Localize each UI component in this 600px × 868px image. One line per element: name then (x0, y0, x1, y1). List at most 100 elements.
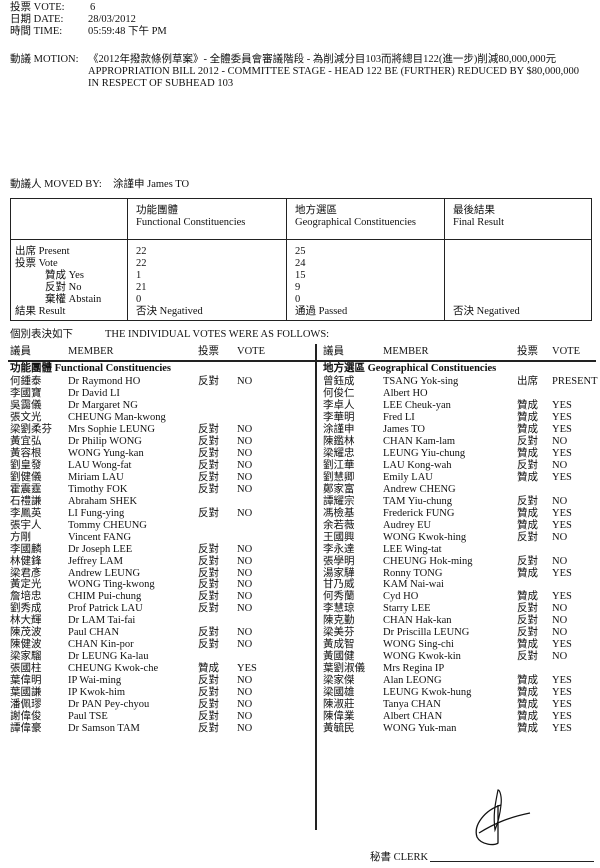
vote-en: NO (552, 627, 568, 639)
vote-en: YES (552, 423, 572, 435)
vote-zh: 贊成 (198, 663, 219, 675)
member-name-zh: 黃容根 (10, 447, 42, 459)
member-row: 李卓人 LEE Cheuk-yan 贊成 YES (300, 400, 600, 412)
geographical-header: 地方選區 Geographical Constituencies (286, 198, 445, 240)
motion-line-zh: 《2012年撥款條例草案》- 全體委員會審議階段 - 為削減分目103而將總目1… (88, 54, 557, 65)
member-row: 詹培忠 CHIM Pui-chung 反對 NO (0, 591, 300, 603)
vote-zh: 贊成 (517, 687, 538, 699)
member-name-zh: 陳偉業 (323, 711, 355, 723)
member-name-en: LI Fung-ying (68, 507, 125, 519)
member-row: 鄭家富 Andrew CHENG (300, 484, 600, 496)
vote-zh: 反對 (517, 651, 538, 663)
member-row: 馮檢基 Frederick FUNG 贊成 YES (300, 508, 600, 520)
member-row: 陳健波 CHAN Kin-por 反對 NO (0, 639, 300, 651)
member-name-zh: 詹培忠 (10, 591, 42, 603)
member-name-en: Ronny TONG (383, 567, 443, 579)
vote-zh: 反對 (198, 423, 219, 435)
member-name-en: IP Kwok-him (68, 687, 126, 699)
vote-en: NO (552, 615, 568, 627)
member-row: 李慧琼 Starry LEE 反對 NO (300, 603, 600, 615)
member-name-zh: 黃成智 (323, 639, 355, 651)
vote-zh: 贊成 (517, 711, 538, 723)
member-row: 黃毓民 WONG Yuk-man 贊成 YES (300, 723, 600, 735)
vote-en: NO (237, 579, 253, 591)
vote-en: NO (237, 639, 253, 651)
member-row: 黃定光 WONG Ting-kwong 反對 NO (0, 579, 300, 591)
member-row: 余若薇 Audrey EU 贊成 YES (300, 520, 600, 532)
member-name-zh: 湯家驊 (323, 567, 355, 579)
member-row: 劉皇發 LAU Wong-fat 反對 NO (0, 460, 300, 472)
vote-zh: 贊成 (517, 723, 538, 735)
member-name-en: Andrew CHENG (383, 483, 456, 495)
member-name-zh: 石禮謙 (10, 495, 42, 507)
member-name-zh: 霍震霆 (10, 483, 42, 495)
member-name-en: Mrs Regina IP (383, 663, 445, 675)
member-name-zh: 黃定光 (10, 579, 42, 591)
member-row: 李永達 LEE Wing-tat (300, 544, 600, 556)
member-name-en: CHEUNG Hok-ming (383, 555, 473, 567)
vote-zh-header: 投票 (198, 346, 219, 357)
vote-en: YES (552, 411, 572, 423)
member-name-en: WONG Yung-kan (68, 447, 144, 459)
geographical-section-title: 地方選區 Geographical Constituencies (323, 363, 497, 374)
vote-zh: 出席 (517, 376, 538, 387)
vote-en: NO (237, 603, 253, 615)
functional-section-title: 功能團體 Functional Constituencies (10, 363, 172, 374)
member-row: 劉健儀 Miriam LAU 反對 NO (0, 472, 300, 484)
member-name-zh: 張國柱 (10, 663, 42, 675)
member-name-zh: 譚偉豪 (10, 723, 42, 735)
member-name-en: Vincent FANG (68, 531, 132, 543)
vote-number-value: 6 (90, 2, 96, 13)
vote-en: YES (552, 711, 572, 723)
member-name-en: Tanya CHAN (383, 699, 441, 711)
member-name-en: WONG Kwok-hing (383, 531, 467, 543)
left-col-headers: 議員 MEMBER 投票 VOTE (0, 346, 300, 358)
member-name-zh: 何俊仁 (323, 387, 355, 399)
member-row: 李國麟 Dr Joseph LEE 反對 NO (0, 544, 300, 556)
member-row: 甘乃威 KAM Nai-wai (300, 579, 600, 591)
vote-en: NO (237, 591, 253, 603)
vote-en: YES (552, 675, 572, 687)
member-name-en: Paul CHAN (68, 627, 120, 639)
member-row: 梁劉柔芬 Mrs Sophie LEUNG 反對 NO (0, 424, 300, 436)
moved-by-label: 動議人 MOVED BY: (10, 179, 102, 190)
member-name-zh: 黃宜弘 (10, 435, 42, 447)
vote-en: YES (552, 639, 572, 651)
member-name-zh: 曾鈺成 (323, 376, 355, 387)
vote-en: NO (552, 555, 568, 567)
member-name-en: Emily LAU (383, 471, 433, 483)
vote-zh: 贊成 (517, 423, 538, 435)
member-row: 林健鋒 Jeffrey LAM 反對 NO (0, 556, 300, 568)
member-row: 張學明 CHEUNG Hok-ming 反對 NO (300, 556, 600, 568)
vote-zh: 贊成 (517, 471, 538, 483)
vote-zh: 反對 (198, 699, 219, 711)
vote-zh: 反對 (198, 447, 219, 459)
member-name-zh: 李華明 (323, 411, 355, 423)
member-row: 林大輝 Dr LAM Tai-fai (0, 615, 300, 627)
member-name-en: WONG Yuk-man (383, 723, 457, 735)
member-name-en: Dr Margaret NG (68, 399, 138, 411)
vote-en: NO (237, 483, 253, 495)
header-rule (8, 360, 596, 362)
vote-en: NO (237, 471, 253, 483)
vote-en: NO (237, 627, 253, 639)
vote-en: NO (237, 435, 253, 447)
member-name-en: Dr LAM Tai-fai (68, 615, 136, 627)
member-name-zh: 劉秀成 (10, 603, 42, 615)
member-row: 梁國雄 LEUNG Kwok-hung 贊成 YES (300, 687, 600, 699)
member-name-zh: 李國寶 (10, 387, 42, 399)
member-row: 梁家傑 Alan LEONG 贊成 YES (300, 675, 600, 687)
vote-en: YES (552, 471, 572, 483)
member-name-en: Dr LEUNG Ka-lau (68, 651, 149, 663)
member-name-zh: 吳靄儀 (10, 399, 42, 411)
member-name-en: Albert CHAN (383, 711, 443, 723)
vote-zh: 反對 (198, 543, 219, 555)
member-name-zh: 馮檢基 (323, 507, 355, 519)
member-name-zh: 梁劉柔芬 (10, 423, 52, 435)
vote-en: NO (237, 711, 253, 723)
vote-zh: 反對 (198, 483, 219, 495)
member-row: 吳靄儀 Dr Margaret NG (0, 400, 300, 412)
member-row: 陳茂波 Paul CHAN 反對 NO (0, 627, 300, 639)
member-name-en: LAU Wong-fat (68, 459, 132, 471)
vote-en: NO (237, 555, 253, 567)
